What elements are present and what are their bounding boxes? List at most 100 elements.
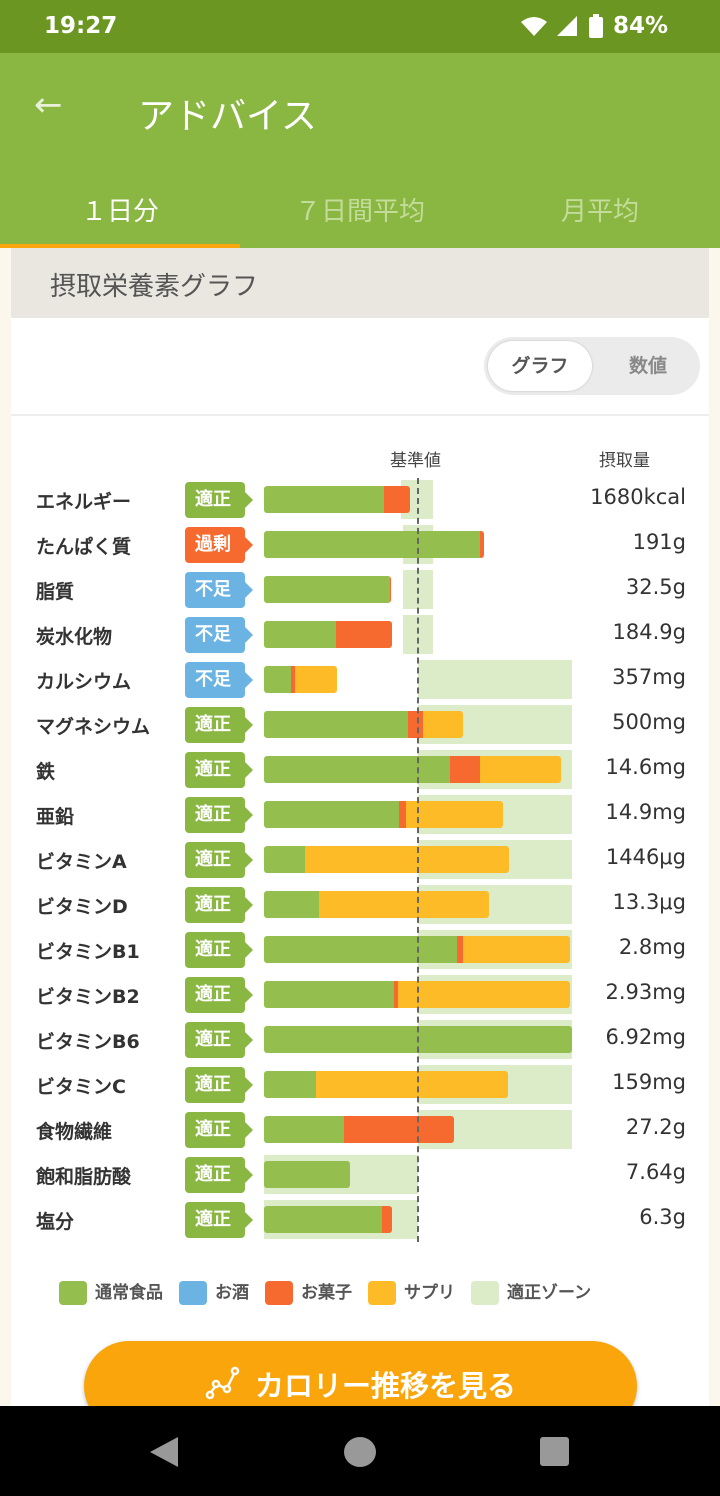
bar-segment-food	[264, 531, 480, 558]
toggle-numeric[interactable]: 数値	[628, 355, 667, 377]
tab-7day-average[interactable]: ７日間平均	[294, 197, 425, 227]
legend-label: 通常食品	[95, 1283, 163, 1303]
section-title: 摂取栄養素グラフ	[11, 248, 709, 318]
status-badge: 適正	[185, 887, 253, 923]
intake-bar	[264, 1116, 455, 1143]
legend-item-food: 通常食品	[59, 1278, 163, 1305]
divider	[11, 414, 709, 416]
intake-bar	[264, 486, 411, 513]
status-badge: 不足	[185, 662, 253, 698]
nutrient-label: 鉄	[36, 761, 56, 783]
legend-swatch	[59, 1281, 87, 1305]
intake-value: 500mg	[612, 710, 686, 734]
status-badge: 適正	[185, 482, 253, 518]
tab-daily[interactable]: １日分	[80, 197, 159, 227]
nutrient-label: たんぱく質	[36, 536, 132, 558]
bar-segment-snack	[450, 756, 481, 783]
line-chart-icon	[205, 1366, 240, 1400]
bar-segment-food	[264, 936, 457, 963]
legend-swatch	[179, 1281, 207, 1305]
nav-recents-icon[interactable]	[540, 1437, 569, 1466]
status-badge: 適正	[185, 1067, 253, 1103]
nutrient-row: 食物繊維 適正 27.2g	[11, 1107, 709, 1152]
bar-segment-supplement	[304, 846, 509, 873]
signal-icon	[556, 16, 577, 36]
status-badge: 適正	[185, 797, 253, 833]
battery-icon	[588, 14, 603, 38]
bar-segment-food	[264, 486, 385, 513]
nutrient-row: たんぱく質 過剰 191g	[11, 522, 709, 567]
bar-segment-snack	[393, 981, 398, 1008]
intake-header: 摂取量	[599, 451, 650, 471]
intake-bar	[264, 531, 484, 558]
toggle-graph[interactable]: グラフ	[488, 341, 592, 391]
intake-value: 14.6mg	[605, 755, 686, 779]
intake-bar	[264, 801, 503, 828]
bar-segment-snack	[479, 531, 484, 558]
legend-label: 適正ゾーン	[507, 1283, 592, 1303]
legend-label: お酒	[215, 1283, 249, 1303]
nutrient-row: ビタミンC 適正 159mg	[11, 1062, 709, 1107]
intake-bar	[264, 981, 570, 1008]
legend-item-supplement: サプリ	[368, 1278, 455, 1305]
nav-home-icon[interactable]	[344, 1437, 376, 1467]
intake-value: 191g	[632, 530, 686, 554]
bar-segment-snack	[399, 801, 406, 828]
bar-segment-snack	[344, 1116, 455, 1143]
nutrient-label: エネルギー	[36, 491, 132, 513]
nutrient-row: 亜鉛 適正 14.9mg	[11, 792, 709, 837]
cta-label: カロリー推移を見る	[254, 1369, 516, 1403]
status-badge: 不足	[185, 617, 253, 653]
legend: 通常食品 お酒 お菓子 サプリ 適正ゾーン	[59, 1278, 591, 1305]
bar-segment-snack	[390, 576, 392, 603]
nutrient-row: カルシウム 不足 357mg	[11, 657, 709, 702]
arrow-left-icon[interactable]: ←	[34, 85, 63, 125]
status-badge: 過剰	[185, 527, 253, 563]
wifi-icon	[520, 17, 547, 36]
intake-bar	[264, 1206, 392, 1233]
intake-value: 14.9mg	[605, 800, 686, 824]
status-badge: 適正	[185, 752, 253, 788]
intake-value: 27.2g	[625, 1115, 686, 1139]
bar-segment-snack	[456, 936, 464, 963]
legend-label: サプリ	[404, 1283, 455, 1303]
intake-value: 7.64g	[625, 1160, 686, 1184]
intake-bar	[264, 891, 489, 918]
nutrient-label: マグネシウム	[36, 716, 151, 738]
view-toggle: グラフ 数値	[484, 337, 700, 395]
nutrient-label: 炭水化物	[36, 626, 113, 648]
bar-segment-food	[264, 1206, 382, 1233]
nav-back-icon[interactable]	[150, 1437, 178, 1467]
bar-segment-food	[264, 711, 408, 738]
nutrient-label: 亜鉛	[36, 806, 75, 828]
period-tabs: １日分 ７日間平均 月平均	[0, 183, 720, 248]
nutrient-label: カルシウム	[36, 671, 132, 693]
battery-level: 84%	[612, 13, 668, 39]
nutrient-label: ビタミンA	[36, 851, 127, 873]
status-badge: 不足	[185, 572, 253, 608]
intake-bar	[264, 711, 464, 738]
status-time: 19:27	[44, 13, 118, 39]
intake-bar	[264, 756, 562, 783]
nutrient-row: 飽和脂肪酸 適正 7.64g	[11, 1152, 709, 1197]
bar-segment-food	[264, 801, 400, 828]
bar-segment-snack	[336, 621, 392, 648]
status-badge: 適正	[185, 707, 253, 743]
bar-segment-food	[264, 756, 451, 783]
nutrient-label: ビタミンC	[36, 1076, 126, 1098]
status-badge: 適正	[185, 977, 253, 1013]
tab-indicator	[0, 244, 240, 248]
status-badge: 適正	[185, 1157, 253, 1193]
legend-swatch	[471, 1281, 499, 1305]
status-badge: 適正	[185, 842, 253, 878]
nutrient-row: 脂質 不足 32.5g	[11, 567, 709, 612]
bar-segment-supplement	[319, 891, 489, 918]
nutrient-label: 飽和脂肪酸	[36, 1166, 132, 1188]
bar-segment-supplement	[405, 801, 503, 828]
tab-monthly-average[interactable]: 月平均	[560, 197, 639, 227]
intake-value: 6.3g	[639, 1205, 686, 1229]
nutrient-row: 鉄 適正 14.6mg	[11, 747, 709, 792]
intake-value: 32.5g	[625, 575, 686, 599]
bar-segment-food	[264, 846, 305, 873]
nutrient-row: 塩分 適正 6.3g	[11, 1197, 709, 1242]
